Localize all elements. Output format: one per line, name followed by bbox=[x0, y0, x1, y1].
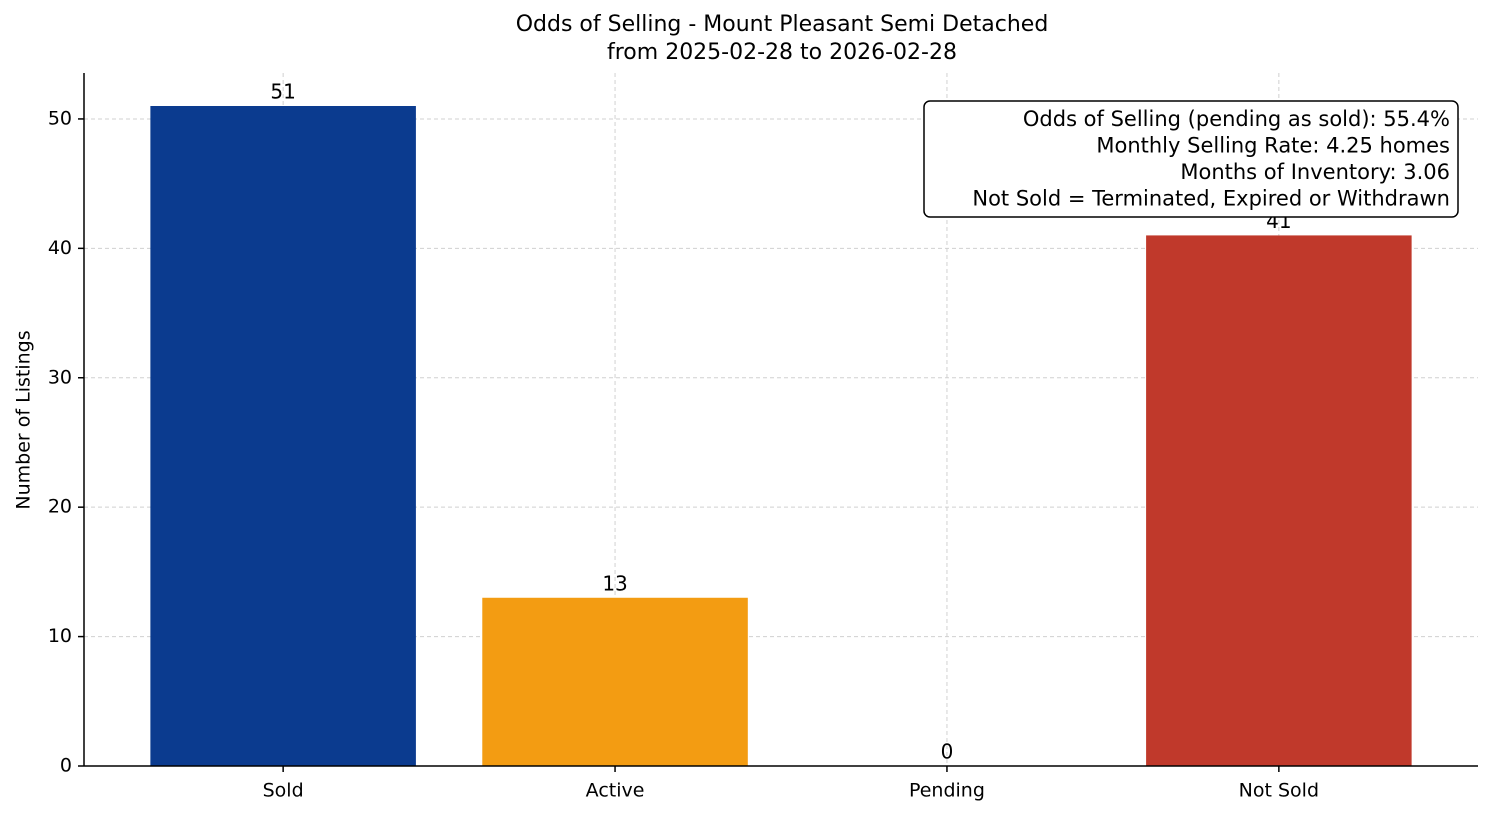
y-tick-label: 0 bbox=[60, 755, 72, 777]
y-tick-label: 20 bbox=[48, 496, 72, 518]
chart-title: Odds of Selling - Mount Pleasant Semi De… bbox=[516, 12, 1049, 37]
y-tick-label: 40 bbox=[48, 237, 72, 259]
y-tick-label: 10 bbox=[48, 625, 72, 647]
x-tick-label: Sold bbox=[263, 780, 304, 802]
annotation-line: Months of Inventory: 3.06 bbox=[1180, 160, 1450, 184]
annotation-line: Monthly Selling Rate: 4.25 homes bbox=[1096, 134, 1450, 158]
annotation-line: Not Sold = Terminated, Expired or Withdr… bbox=[972, 187, 1450, 211]
chart-subtitle: from 2025-02-28 to 2026-02-28 bbox=[607, 40, 957, 65]
y-tick-label: 50 bbox=[48, 107, 72, 129]
value-label: 51 bbox=[270, 80, 295, 104]
annotation-box bbox=[923, 100, 1459, 218]
annotation-line: Odds of Selling (pending as sold): 55.4% bbox=[1023, 107, 1450, 131]
value-label: 0 bbox=[941, 740, 954, 764]
bar bbox=[482, 597, 748, 766]
x-tick-label: Active bbox=[586, 780, 645, 802]
y-tick-label: 30 bbox=[48, 366, 72, 388]
bar bbox=[1146, 235, 1412, 767]
value-label: 13 bbox=[602, 571, 627, 595]
bar bbox=[150, 106, 416, 766]
x-tick-label: Not Sold bbox=[1239, 780, 1319, 802]
y-axis-label: Number of Listings bbox=[13, 330, 35, 509]
x-tick-label: Pending bbox=[909, 780, 985, 802]
